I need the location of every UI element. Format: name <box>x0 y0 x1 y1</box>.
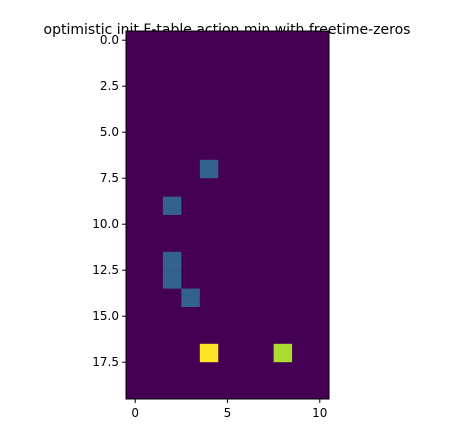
heatmap-background <box>126 31 329 399</box>
x-axis: 0 5 10 <box>131 399 327 420</box>
heatmap-cell-r9-c2 <box>162 196 182 215</box>
y-tick-label: 10.0 <box>92 217 119 231</box>
heatmap-cell-r17-c4 <box>199 343 219 363</box>
heatmap-cell-r17-c8 <box>273 343 293 363</box>
y-tick-label: 15.0 <box>92 309 119 323</box>
y-axis: 0.0 2.5 5.0 7.5 10.0 12.5 15.0 17.5 <box>92 33 126 369</box>
x-tick-label: 0 <box>131 406 139 420</box>
y-tick-label: 0.0 <box>100 33 119 47</box>
heatmap-cell-r14-c3 <box>181 288 200 307</box>
heatmap-cell-r7-c4 <box>199 159 219 179</box>
heatmap-cell-r13-c2 <box>162 270 182 289</box>
heatmap-cells <box>162 159 293 363</box>
heatmap-cell-r12-c2 <box>162 251 182 271</box>
y-tick-label: 5.0 <box>100 125 119 139</box>
y-tick-label: 7.5 <box>100 171 119 185</box>
y-tick-label: 12.5 <box>92 263 119 277</box>
x-tick-label: 10 <box>312 406 327 420</box>
plot-area <box>126 31 329 399</box>
x-tick-label: 5 <box>224 406 232 420</box>
y-tick-label: 17.5 <box>92 355 119 369</box>
y-tick-label: 2.5 <box>100 79 119 93</box>
